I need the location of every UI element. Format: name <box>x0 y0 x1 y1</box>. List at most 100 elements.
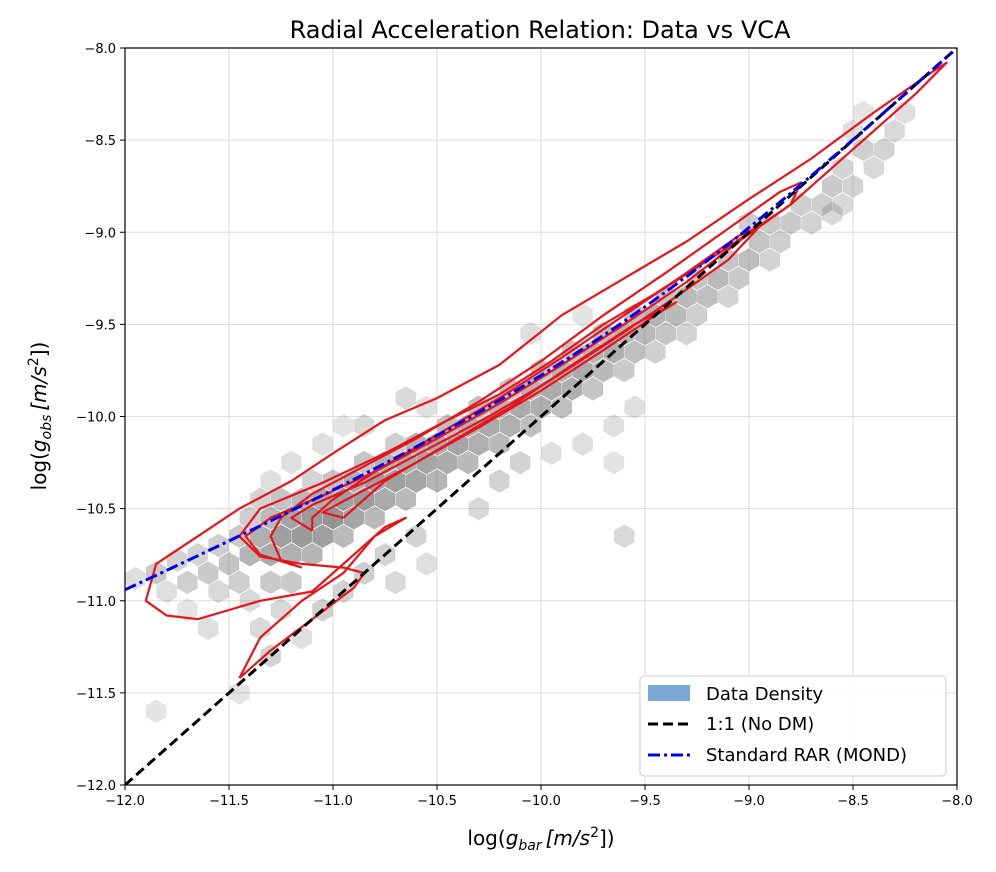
hexbin <box>301 469 323 493</box>
x-tick-label: −11.0 <box>313 794 353 809</box>
one-to-one-line <box>125 48 957 785</box>
legend-label-one-to-one: 1:1 (No DM) <box>706 714 814 735</box>
hexbin <box>281 450 302 475</box>
reference-lines <box>125 48 957 785</box>
hexbin <box>177 598 198 622</box>
legend-swatch-density <box>648 685 690 701</box>
hexbin <box>624 340 645 364</box>
hexbin <box>457 450 479 475</box>
hexbin <box>759 248 781 272</box>
hexbin <box>416 552 437 576</box>
hexbin <box>842 174 864 199</box>
hexbin <box>603 413 625 438</box>
hexbin <box>333 524 354 549</box>
hexbin <box>156 579 177 604</box>
hexbin <box>437 450 458 475</box>
hexbin <box>260 570 281 595</box>
hexbin <box>717 284 739 309</box>
hexbin <box>499 413 521 438</box>
hexbin <box>385 570 406 595</box>
hexbin <box>405 524 427 549</box>
hexbin <box>613 358 635 383</box>
y-tick-label: −12.0 <box>76 779 116 794</box>
legend-label-density: Data Density <box>706 684 823 705</box>
hexbin <box>197 561 219 585</box>
hexbin <box>624 395 645 420</box>
x-tick-label: −8.0 <box>941 794 973 809</box>
hexbin <box>603 450 625 475</box>
hexbin <box>229 570 250 595</box>
hexbin <box>873 137 895 162</box>
hexbin <box>541 441 562 466</box>
y-axis-label: log(gobs[m/s2]) <box>26 342 55 491</box>
hexbin <box>551 395 573 420</box>
hexbin <box>249 487 271 512</box>
hexbin <box>832 192 853 217</box>
hexbin <box>863 155 885 180</box>
hexbin <box>197 616 219 641</box>
hexbin <box>769 229 791 254</box>
y-tick-label: −9.0 <box>84 226 116 241</box>
hexbin <box>364 505 385 530</box>
mond-rar-line <box>125 50 954 592</box>
x-axis: −12.0 −11.5 −11.0 −10.5 −10.0 −9.5 −9.0 −8.5 −8.… <box>105 785 973 809</box>
hexbin <box>697 284 718 309</box>
hexbin <box>395 487 417 512</box>
hexbin <box>281 570 302 595</box>
hexbin <box>686 303 708 328</box>
hexbin <box>291 625 313 650</box>
density-contour <box>144 61 948 679</box>
x-tick-label: −10.5 <box>417 794 457 809</box>
x-tick-label: −11.5 <box>209 794 249 809</box>
hexbin <box>676 321 697 346</box>
hexbin <box>312 432 333 456</box>
chart-title: Radial Acceleration Relation: Data vs VC… <box>290 16 791 44</box>
hexbin <box>728 266 749 291</box>
hexbin <box>801 211 822 235</box>
y-axis: −12.0 −11.5 −11.0 −10.5 −10.0 −9.5 −9.0 −8.5 −8.… <box>76 42 125 794</box>
y-tick-label: −8.5 <box>84 134 116 149</box>
hexbin <box>572 432 593 456</box>
hexbin <box>853 100 874 125</box>
hexbin <box>312 524 333 549</box>
hexbin <box>218 552 240 576</box>
x-tick-label: −10.0 <box>521 794 561 809</box>
hexbin <box>426 469 448 493</box>
hexbin <box>655 321 677 346</box>
hexbin <box>468 496 489 521</box>
hexbin <box>374 487 396 512</box>
legend-box <box>639 675 947 777</box>
hexbin <box>884 119 905 143</box>
hexbin <box>645 340 666 364</box>
hexbin <box>468 432 489 456</box>
y-tick-label: −10.0 <box>76 411 116 426</box>
hexbin <box>208 579 229 604</box>
hexbin <box>405 469 427 493</box>
hexbin <box>416 450 437 475</box>
legend: Data Density 1:1 (No DM) Standard RAR (M… <box>639 675 947 777</box>
hexbin <box>509 450 531 475</box>
x-tick-label: −9.0 <box>733 794 765 809</box>
hexbin <box>489 432 510 456</box>
hexbin <box>738 248 760 272</box>
hexbin <box>395 386 417 410</box>
y-tick-label: −11.5 <box>76 687 116 702</box>
hexbin <box>821 201 843 226</box>
legend-label-mond: Standard RAR (MOND) <box>706 745 907 766</box>
hexbin <box>229 681 250 705</box>
y-tick-label: −8.0 <box>84 42 116 57</box>
hexbin <box>582 377 604 401</box>
hexbin <box>270 524 292 549</box>
hexbin <box>811 192 833 217</box>
hexbin <box>707 266 729 291</box>
y-tick-label: −11.0 <box>76 595 116 610</box>
x-tick-label: −12.0 <box>105 794 145 809</box>
x-tick-label: −9.5 <box>629 794 661 809</box>
y-tick-label: −9.5 <box>84 318 116 333</box>
hexbin <box>301 542 323 567</box>
hexbin <box>520 321 541 346</box>
x-axis-label: log(gbar [m/s2]) <box>467 825 614 854</box>
x-tick-label: −8.5 <box>837 794 869 809</box>
hexbin <box>177 570 198 595</box>
